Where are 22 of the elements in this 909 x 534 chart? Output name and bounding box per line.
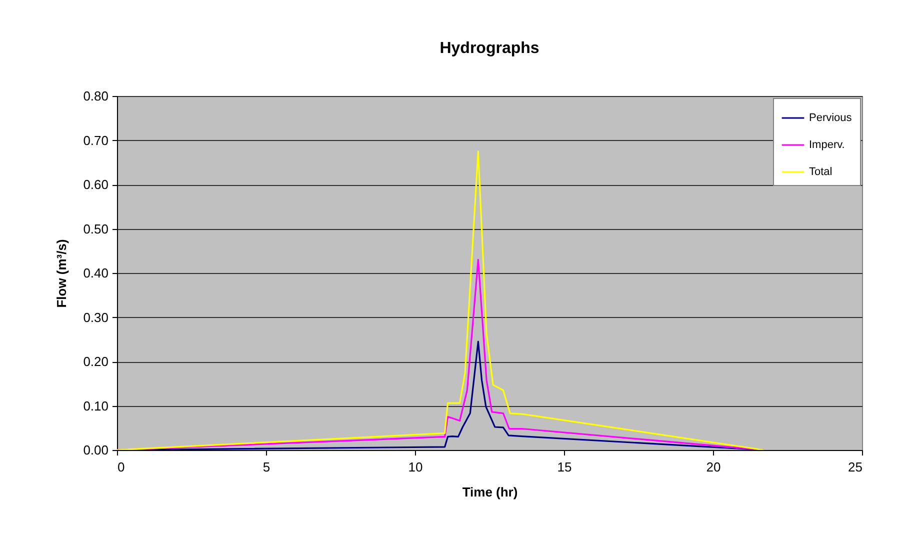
y-tick-label: 0.80 (83, 88, 108, 104)
x-tick-label: 25 (848, 460, 862, 474)
chart-title: Hydrographs (440, 40, 540, 57)
x-tick-label: 15 (557, 460, 572, 474)
x-tick-label: 0 (118, 460, 125, 474)
y-tick-label: 0.70 (83, 132, 108, 148)
y-tick-label: 0.20 (83, 354, 108, 369)
y-tick-label: 0.50 (83, 221, 108, 236)
y-tick-label: 0.00 (83, 442, 108, 458)
y-tick-label: 0.30 (83, 310, 108, 325)
x-tick-label: 5 (262, 460, 270, 474)
y-tick-label: 0.10 (83, 398, 108, 414)
x-tick-label: 20 (706, 460, 721, 474)
y-tick-label: 0.40 (83, 266, 108, 280)
y-axis-title: Flow (m³/s) (54, 239, 70, 308)
legend-label: Imperv. (809, 139, 845, 151)
x-tick-label: 10 (408, 460, 423, 474)
legend-label: Pervious (809, 112, 852, 124)
line-series (117, 150, 764, 450)
y-tick-label: 0.60 (83, 177, 108, 192)
x-axis-title: Time (hr) (462, 484, 518, 500)
legend-label: Total (809, 166, 832, 178)
